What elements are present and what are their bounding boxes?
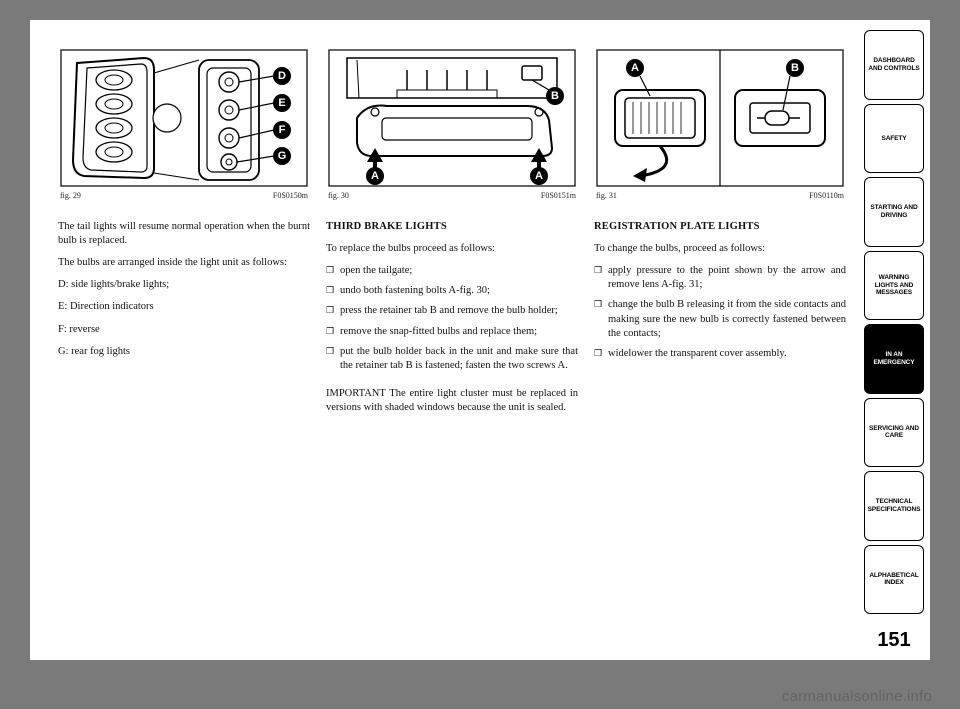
body-text: F: reverse — [58, 323, 310, 337]
section-title: THIRD BRAKE LIGHTS — [326, 220, 578, 234]
figure-30: A A B — [326, 48, 578, 188]
figure-29: D E F G — [58, 48, 310, 188]
fig-label: fig. 30 — [328, 191, 349, 202]
section-title: REGISTRATION PLATE LIGHTS — [594, 220, 846, 234]
section-tabs: DASHBOARD AND CONTROLS SAFETY STARTING A… — [860, 20, 930, 660]
list-item: change the bulb B releasing it from the … — [594, 298, 846, 341]
tab-warning-lights[interactable]: WARNING LIGHTS AND MESSAGES — [864, 251, 924, 321]
tab-label: ALPHABETICAL INDEX — [867, 572, 921, 587]
tab-label: SAFETY — [881, 135, 906, 142]
callout-e: E — [278, 97, 285, 109]
column-2: A A B fig. 30 F0S0151m THIRD BRAKE LIGHT… — [326, 48, 578, 646]
manual-page: D E F G fig. 29 F0S0150m The tail lights… — [30, 20, 930, 660]
tab-label: STARTING AND DRIVING — [867, 204, 921, 219]
body-text: G: rear fog lights — [58, 345, 310, 359]
callout-f: F — [279, 124, 286, 136]
list-item: undo both fastening bolts A-fig. 30; — [326, 284, 578, 298]
tab-safety[interactable]: SAFETY — [864, 104, 924, 174]
body-text: To change the bulbs, proceed as follows: — [594, 242, 846, 256]
body-text: The bulbs are arranged inside the light … — [58, 256, 310, 270]
page-content: D E F G fig. 29 F0S0150m The tail lights… — [30, 20, 860, 660]
tab-starting-driving[interactable]: STARTING AND DRIVING — [864, 177, 924, 247]
body-text: D: side lights/brake lights; — [58, 278, 310, 292]
list-item: press the retainer tab B and remove the … — [326, 304, 578, 318]
callout-b: B — [551, 90, 559, 102]
body-text: To replace the bulbs proceed as follows: — [326, 242, 578, 256]
body-text: The tail lights will resume normal opera… — [58, 220, 310, 248]
tab-dashboard-controls[interactable]: DASHBOARD AND CONTROLS — [864, 30, 924, 100]
figure-30-caption: fig. 30 F0S0151m — [326, 191, 578, 202]
figure-31-caption: fig. 31 F0S0110m — [594, 191, 846, 202]
column-1: D E F G fig. 29 F0S0150m The tail lights… — [58, 48, 310, 646]
list-item: apply pressure to the point shown by the… — [594, 264, 846, 292]
fig-code: F0S0110m — [809, 191, 844, 202]
callout-b: B — [791, 62, 799, 74]
body-text: IMPORTANT The entire light cluster must … — [326, 387, 578, 415]
fig-code: F0S0151m — [541, 191, 576, 202]
tab-label: WARNING LIGHTS AND MESSAGES — [867, 274, 921, 296]
body-text: E: Direction indicators — [58, 300, 310, 314]
figure-29-caption: fig. 29 F0S0150m — [58, 191, 310, 202]
list-item: widelower the transparent cover assembly… — [594, 347, 846, 361]
tab-label: TECHNICAL SPECIFICATIONS — [867, 498, 921, 513]
callout-a: A — [371, 170, 379, 182]
watermark: carmanualsonline.info — [782, 688, 932, 705]
figure-31: A B — [594, 48, 846, 188]
callout-a: A — [631, 62, 639, 74]
tab-in-an-emergency[interactable]: IN AN EMERGENCY — [864, 324, 924, 394]
list-item: remove the snap-fitted bulbs and replace… — [326, 325, 578, 339]
callout-g: G — [278, 150, 287, 162]
tab-label: IN AN EMERGENCY — [867, 351, 921, 366]
column-3: A B fig. 31 F0S0110m REGISTRATION PLATE … — [594, 48, 846, 646]
tab-alphabetical-index[interactable]: ALPHABETICAL INDEX — [864, 545, 924, 615]
tab-servicing-care[interactable]: SERVICING AND CARE — [864, 398, 924, 468]
fig-code: F0S0150m — [273, 191, 308, 202]
tab-label: DASHBOARD AND CONTROLS — [867, 57, 921, 72]
list-item: put the bulb holder back in the unit and… — [326, 345, 578, 373]
instruction-list: open the tailgate; undo both fastening b… — [326, 264, 578, 379]
tab-technical-specs[interactable]: TECHNICAL SPECIFICATIONS — [864, 471, 924, 541]
callout-a: A — [535, 170, 543, 182]
page-number: 151 — [864, 618, 924, 652]
list-item: open the tailgate; — [326, 264, 578, 278]
fig-label: fig. 29 — [60, 191, 81, 202]
tab-label: SERVICING AND CARE — [867, 425, 921, 440]
instruction-list: apply pressure to the point shown by the… — [594, 264, 846, 367]
callout-d: D — [278, 70, 286, 82]
fig-label: fig. 31 — [596, 191, 617, 202]
